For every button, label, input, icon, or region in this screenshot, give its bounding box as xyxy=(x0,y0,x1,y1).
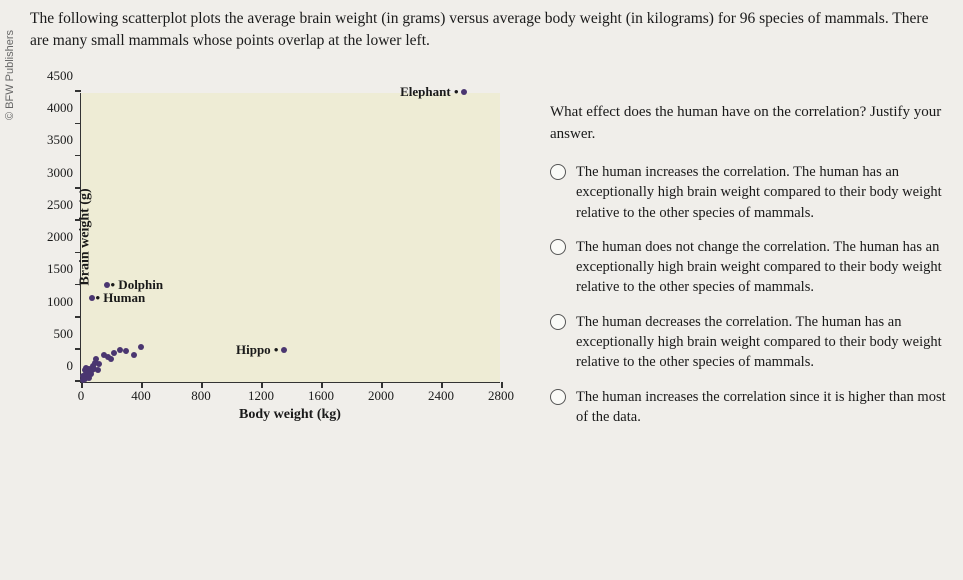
y-tick xyxy=(75,90,81,92)
y-tick xyxy=(75,187,81,189)
option-text: The human decreases the correlation. The… xyxy=(576,312,947,373)
x-tick-label: 800 xyxy=(191,382,211,404)
y-tick-label: 4000 xyxy=(47,100,81,116)
radio-icon[interactable] xyxy=(550,314,566,330)
x-axis-label: Body weight (kg) xyxy=(80,407,500,423)
point-label-human: • Human xyxy=(92,290,146,306)
point-label-elephant: Elephant • xyxy=(400,84,462,100)
answer-area: What effect does the human have on the c… xyxy=(550,93,947,441)
option-text: The human increases the correlation. The… xyxy=(576,162,947,223)
data-point xyxy=(82,376,88,382)
y-tick xyxy=(75,316,81,318)
y-tick-label: 2000 xyxy=(47,229,81,245)
option-text: The human does not change the correlatio… xyxy=(576,237,947,298)
y-tick-label: 2500 xyxy=(47,197,81,213)
option-3[interactable]: The human increases the correlation sinc… xyxy=(550,387,947,428)
x-tick-label: 0 xyxy=(78,382,85,404)
data-point xyxy=(138,344,144,350)
y-tick-label: 500 xyxy=(54,326,82,342)
x-tick-label: 400 xyxy=(131,382,151,404)
x-tick-label: 1600 xyxy=(308,382,334,404)
y-tick xyxy=(75,219,81,221)
y-tick-label: 1000 xyxy=(47,294,81,310)
data-point xyxy=(108,356,114,362)
y-tick xyxy=(75,123,81,125)
option-text: The human increases the correlation sinc… xyxy=(576,387,947,428)
options-list: The human increases the correlation. The… xyxy=(550,162,947,427)
y-tick-label: 4500 xyxy=(47,68,81,84)
option-1[interactable]: The human does not change the correlatio… xyxy=(550,237,947,298)
y-tick-label: 3500 xyxy=(47,132,81,148)
scatter-plot: Brain weight (g) 05001000150020002500300… xyxy=(80,93,500,383)
chart-container: Brain weight (g) 05001000150020002500300… xyxy=(30,93,510,441)
data-point xyxy=(95,367,101,373)
data-point xyxy=(111,350,117,356)
option-2[interactable]: The human decreases the correlation. The… xyxy=(550,312,947,373)
y-tick xyxy=(75,252,81,254)
data-point xyxy=(96,361,102,367)
question-text: The following scatterplot plots the aver… xyxy=(30,8,947,53)
x-tick-label: 2800 xyxy=(488,382,514,404)
radio-icon[interactable] xyxy=(550,164,566,180)
option-0[interactable]: The human increases the correlation. The… xyxy=(550,162,947,223)
x-tick-label: 2400 xyxy=(428,382,454,404)
y-tick-label: 0 xyxy=(67,358,82,374)
y-tick xyxy=(75,284,81,286)
point-label-hippo: Hippo • xyxy=(236,342,283,358)
x-tick-label: 1200 xyxy=(248,382,274,404)
x-tick-label: 2000 xyxy=(368,382,394,404)
data-point xyxy=(131,352,137,358)
content-area: Brain weight (g) 05001000150020002500300… xyxy=(30,93,947,441)
copyright-text: © BFW Publishers xyxy=(4,30,16,120)
y-tick-label: 3000 xyxy=(47,165,81,181)
data-point xyxy=(117,347,123,353)
radio-icon[interactable] xyxy=(550,389,566,405)
answer-prompt: What effect does the human have on the c… xyxy=(550,101,947,146)
radio-icon[interactable] xyxy=(550,239,566,255)
y-tick xyxy=(75,155,81,157)
data-point xyxy=(123,348,129,354)
data-point xyxy=(87,367,93,373)
y-tick-label: 1500 xyxy=(47,261,81,277)
y-tick xyxy=(75,348,81,350)
